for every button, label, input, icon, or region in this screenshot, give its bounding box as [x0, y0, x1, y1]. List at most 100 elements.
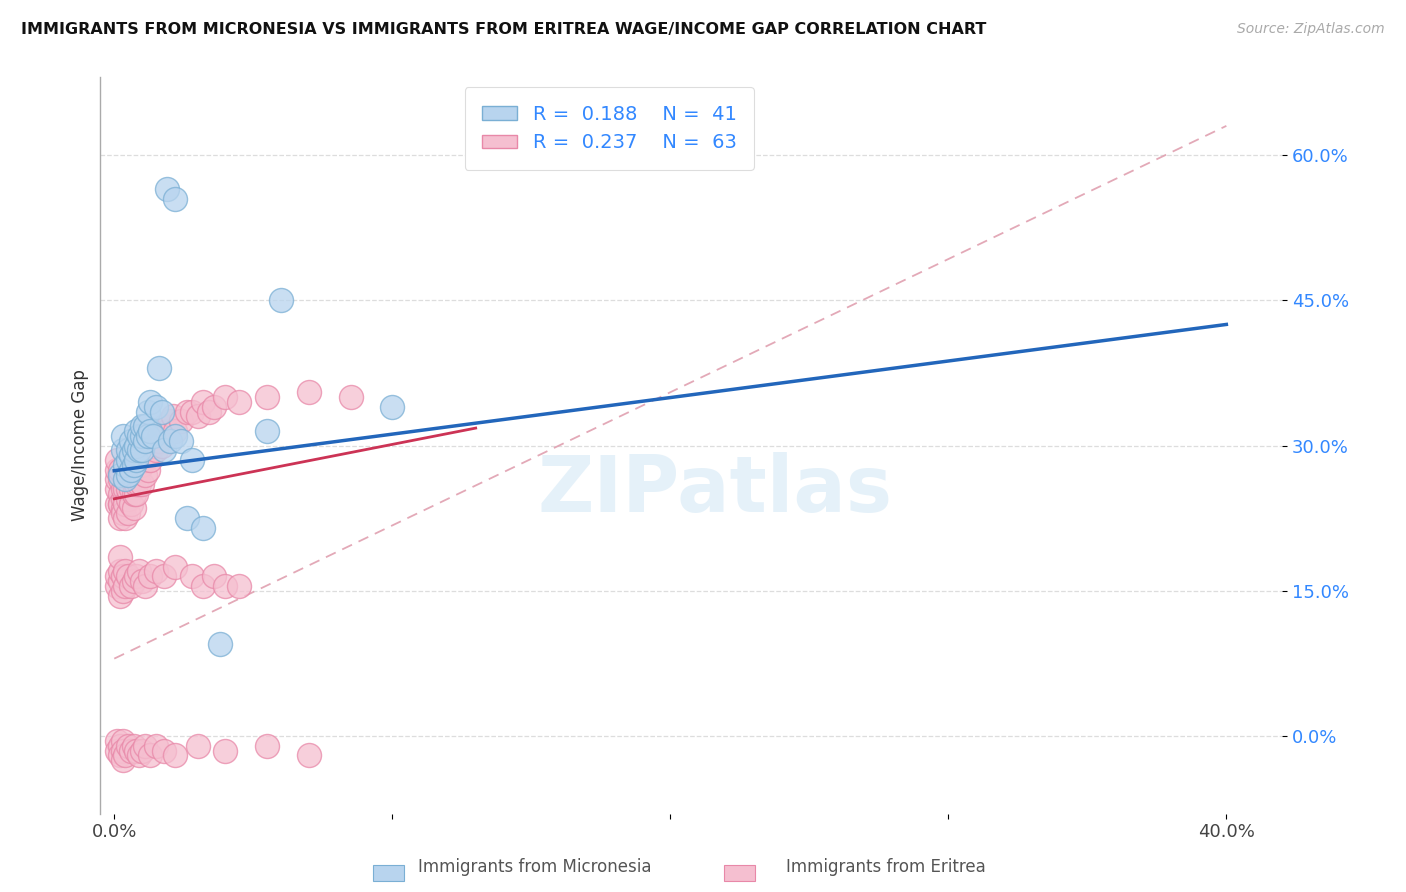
Point — [114, 472, 136, 486]
Point — [125, 424, 148, 438]
Point — [165, 429, 187, 443]
Point — [122, 472, 145, 486]
Point — [108, 589, 131, 603]
Point — [105, 579, 128, 593]
Point — [153, 419, 176, 434]
Point — [136, 448, 159, 462]
Point — [134, 434, 156, 448]
Point — [187, 409, 209, 424]
Point — [111, 482, 134, 496]
Point — [108, 472, 131, 486]
Point — [270, 293, 292, 308]
Point — [131, 744, 153, 758]
Point — [170, 434, 193, 448]
Point — [159, 434, 181, 448]
Point — [128, 565, 150, 579]
Point — [108, 487, 131, 501]
Point — [125, 438, 148, 452]
Point — [125, 463, 148, 477]
Point — [122, 458, 145, 472]
Point — [139, 569, 162, 583]
Point — [256, 739, 278, 753]
Point — [162, 409, 184, 424]
Point — [122, 574, 145, 588]
Point — [108, 511, 131, 525]
Point — [131, 429, 153, 443]
Point — [134, 579, 156, 593]
Point — [181, 569, 204, 583]
Point — [114, 511, 136, 525]
Point — [114, 472, 136, 486]
Point — [125, 744, 148, 758]
Point — [120, 497, 142, 511]
Point — [105, 472, 128, 486]
Point — [131, 443, 153, 458]
Point — [111, 744, 134, 758]
Point — [117, 453, 139, 467]
Point — [136, 429, 159, 443]
Point — [108, 574, 131, 588]
Point — [108, 467, 131, 482]
Point — [122, 739, 145, 753]
Point — [105, 482, 128, 496]
Point — [165, 424, 187, 438]
Point — [165, 192, 187, 206]
Point — [125, 569, 148, 583]
Point — [214, 579, 236, 593]
Point — [197, 404, 219, 418]
Point — [120, 579, 142, 593]
Point — [122, 443, 145, 458]
Point — [256, 390, 278, 404]
Point — [153, 744, 176, 758]
Point — [114, 482, 136, 496]
Text: Immigrants from Eritrea: Immigrants from Eritrea — [786, 858, 986, 876]
Point — [142, 438, 165, 452]
Point — [105, 744, 128, 758]
Point — [114, 748, 136, 763]
Point — [145, 400, 167, 414]
Point — [117, 739, 139, 753]
Point — [165, 559, 187, 574]
Point — [120, 472, 142, 486]
Point — [108, 549, 131, 564]
Point — [176, 511, 198, 525]
Point — [114, 565, 136, 579]
Point — [108, 497, 131, 511]
Point — [111, 429, 134, 443]
Point — [339, 390, 361, 404]
Point — [202, 569, 225, 583]
Point — [111, 491, 134, 506]
Point — [165, 748, 187, 763]
Point — [128, 463, 150, 477]
Point — [114, 458, 136, 472]
Point — [170, 414, 193, 428]
Point — [117, 482, 139, 496]
Point — [111, 734, 134, 748]
Point — [214, 744, 236, 758]
Point — [228, 395, 250, 409]
Point — [131, 574, 153, 588]
Legend: R =  0.188    N =  41, R =  0.237    N =  63: R = 0.188 N = 41, R = 0.237 N = 63 — [464, 87, 754, 169]
Point — [111, 443, 134, 458]
Point — [381, 400, 404, 414]
Point — [139, 424, 162, 438]
Point — [134, 467, 156, 482]
Point — [214, 390, 236, 404]
Point — [117, 443, 139, 458]
Point — [105, 497, 128, 511]
Point — [114, 497, 136, 511]
Point — [193, 521, 215, 535]
Point — [193, 579, 215, 593]
Point — [156, 424, 179, 438]
Point — [117, 491, 139, 506]
Point — [145, 739, 167, 753]
Point — [153, 443, 176, 458]
Point — [136, 404, 159, 418]
Point — [117, 569, 139, 583]
Point — [228, 579, 250, 593]
Point — [120, 448, 142, 462]
Point — [117, 467, 139, 482]
Point — [122, 487, 145, 501]
Point — [120, 463, 142, 477]
Point — [139, 395, 162, 409]
